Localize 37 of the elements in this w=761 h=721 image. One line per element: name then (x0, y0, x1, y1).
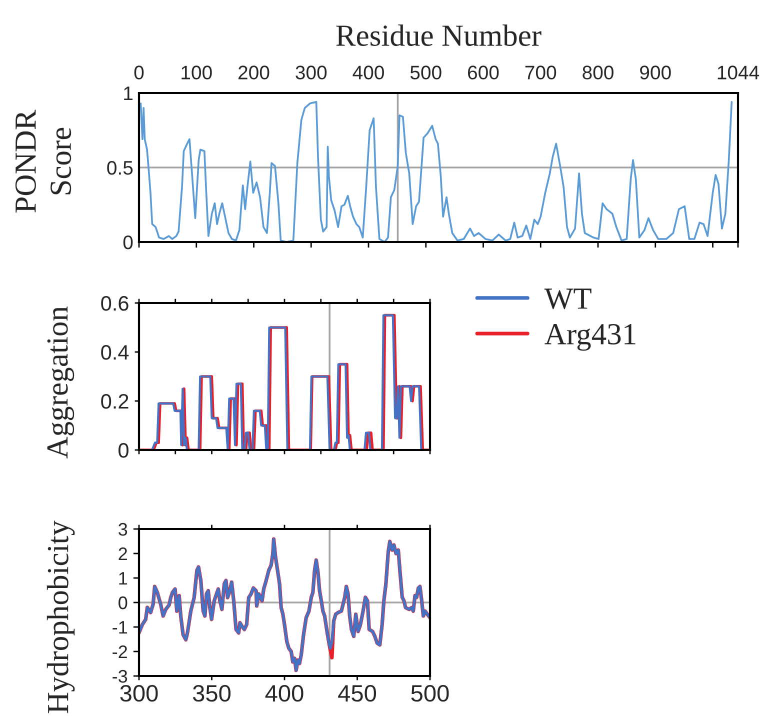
x-axis-title: Residue Number (336, 24, 542, 46)
x-tick-label: 200 (238, 66, 270, 80)
y-tick-label: 2 (118, 547, 127, 560)
y-axis-title: PONDR Score (15, 110, 72, 212)
y-tick-label: -2 (112, 645, 127, 658)
x-tick-label: 700 (525, 66, 556, 80)
x-tick-label: 350 (192, 684, 231, 702)
x-tick-label: 600 (468, 66, 499, 80)
y-tick-label: 0 (118, 443, 128, 458)
x-tick-label: 1044 (718, 66, 760, 80)
line-series (140, 101, 733, 242)
y-tick-label: 0.2 (101, 394, 128, 409)
y-axis-title: Aggregation (47, 306, 74, 458)
y-tick-label: -1 (112, 621, 128, 634)
x-tick-label: 500 (411, 684, 449, 702)
legend-label: Arg431 (544, 324, 636, 351)
x-tick-label: 900 (640, 66, 671, 80)
x-tick-label: 100 (182, 66, 212, 80)
legend-label: WT (544, 288, 592, 310)
y-tick-label: 0 (118, 596, 128, 610)
x-tick-label: 0 (134, 66, 144, 80)
x-tick-label: 400 (265, 684, 304, 702)
x-tick-label: 400 (352, 66, 384, 80)
x-tick-label: 300 (296, 66, 327, 80)
x-tick-label: 800 (582, 66, 614, 80)
y-tick-label: 0.4 (101, 345, 129, 360)
y-tick-label: 0 (123, 235, 133, 250)
y-tick-label: 0.5 (107, 160, 133, 175)
y-tick-label: 1 (124, 86, 132, 100)
y-tick-label: 3 (118, 522, 128, 536)
x-tick-label: 500 (410, 66, 442, 80)
x-tick-label: 450 (338, 684, 376, 702)
y-axis-title: Hydrophobicity (46, 520, 75, 714)
y-tick-label: -3 (112, 670, 128, 683)
x-tick-label: 300 (120, 684, 158, 702)
y-tick-label: 0.6 (101, 296, 128, 311)
y-tick-label: 1 (119, 572, 128, 585)
